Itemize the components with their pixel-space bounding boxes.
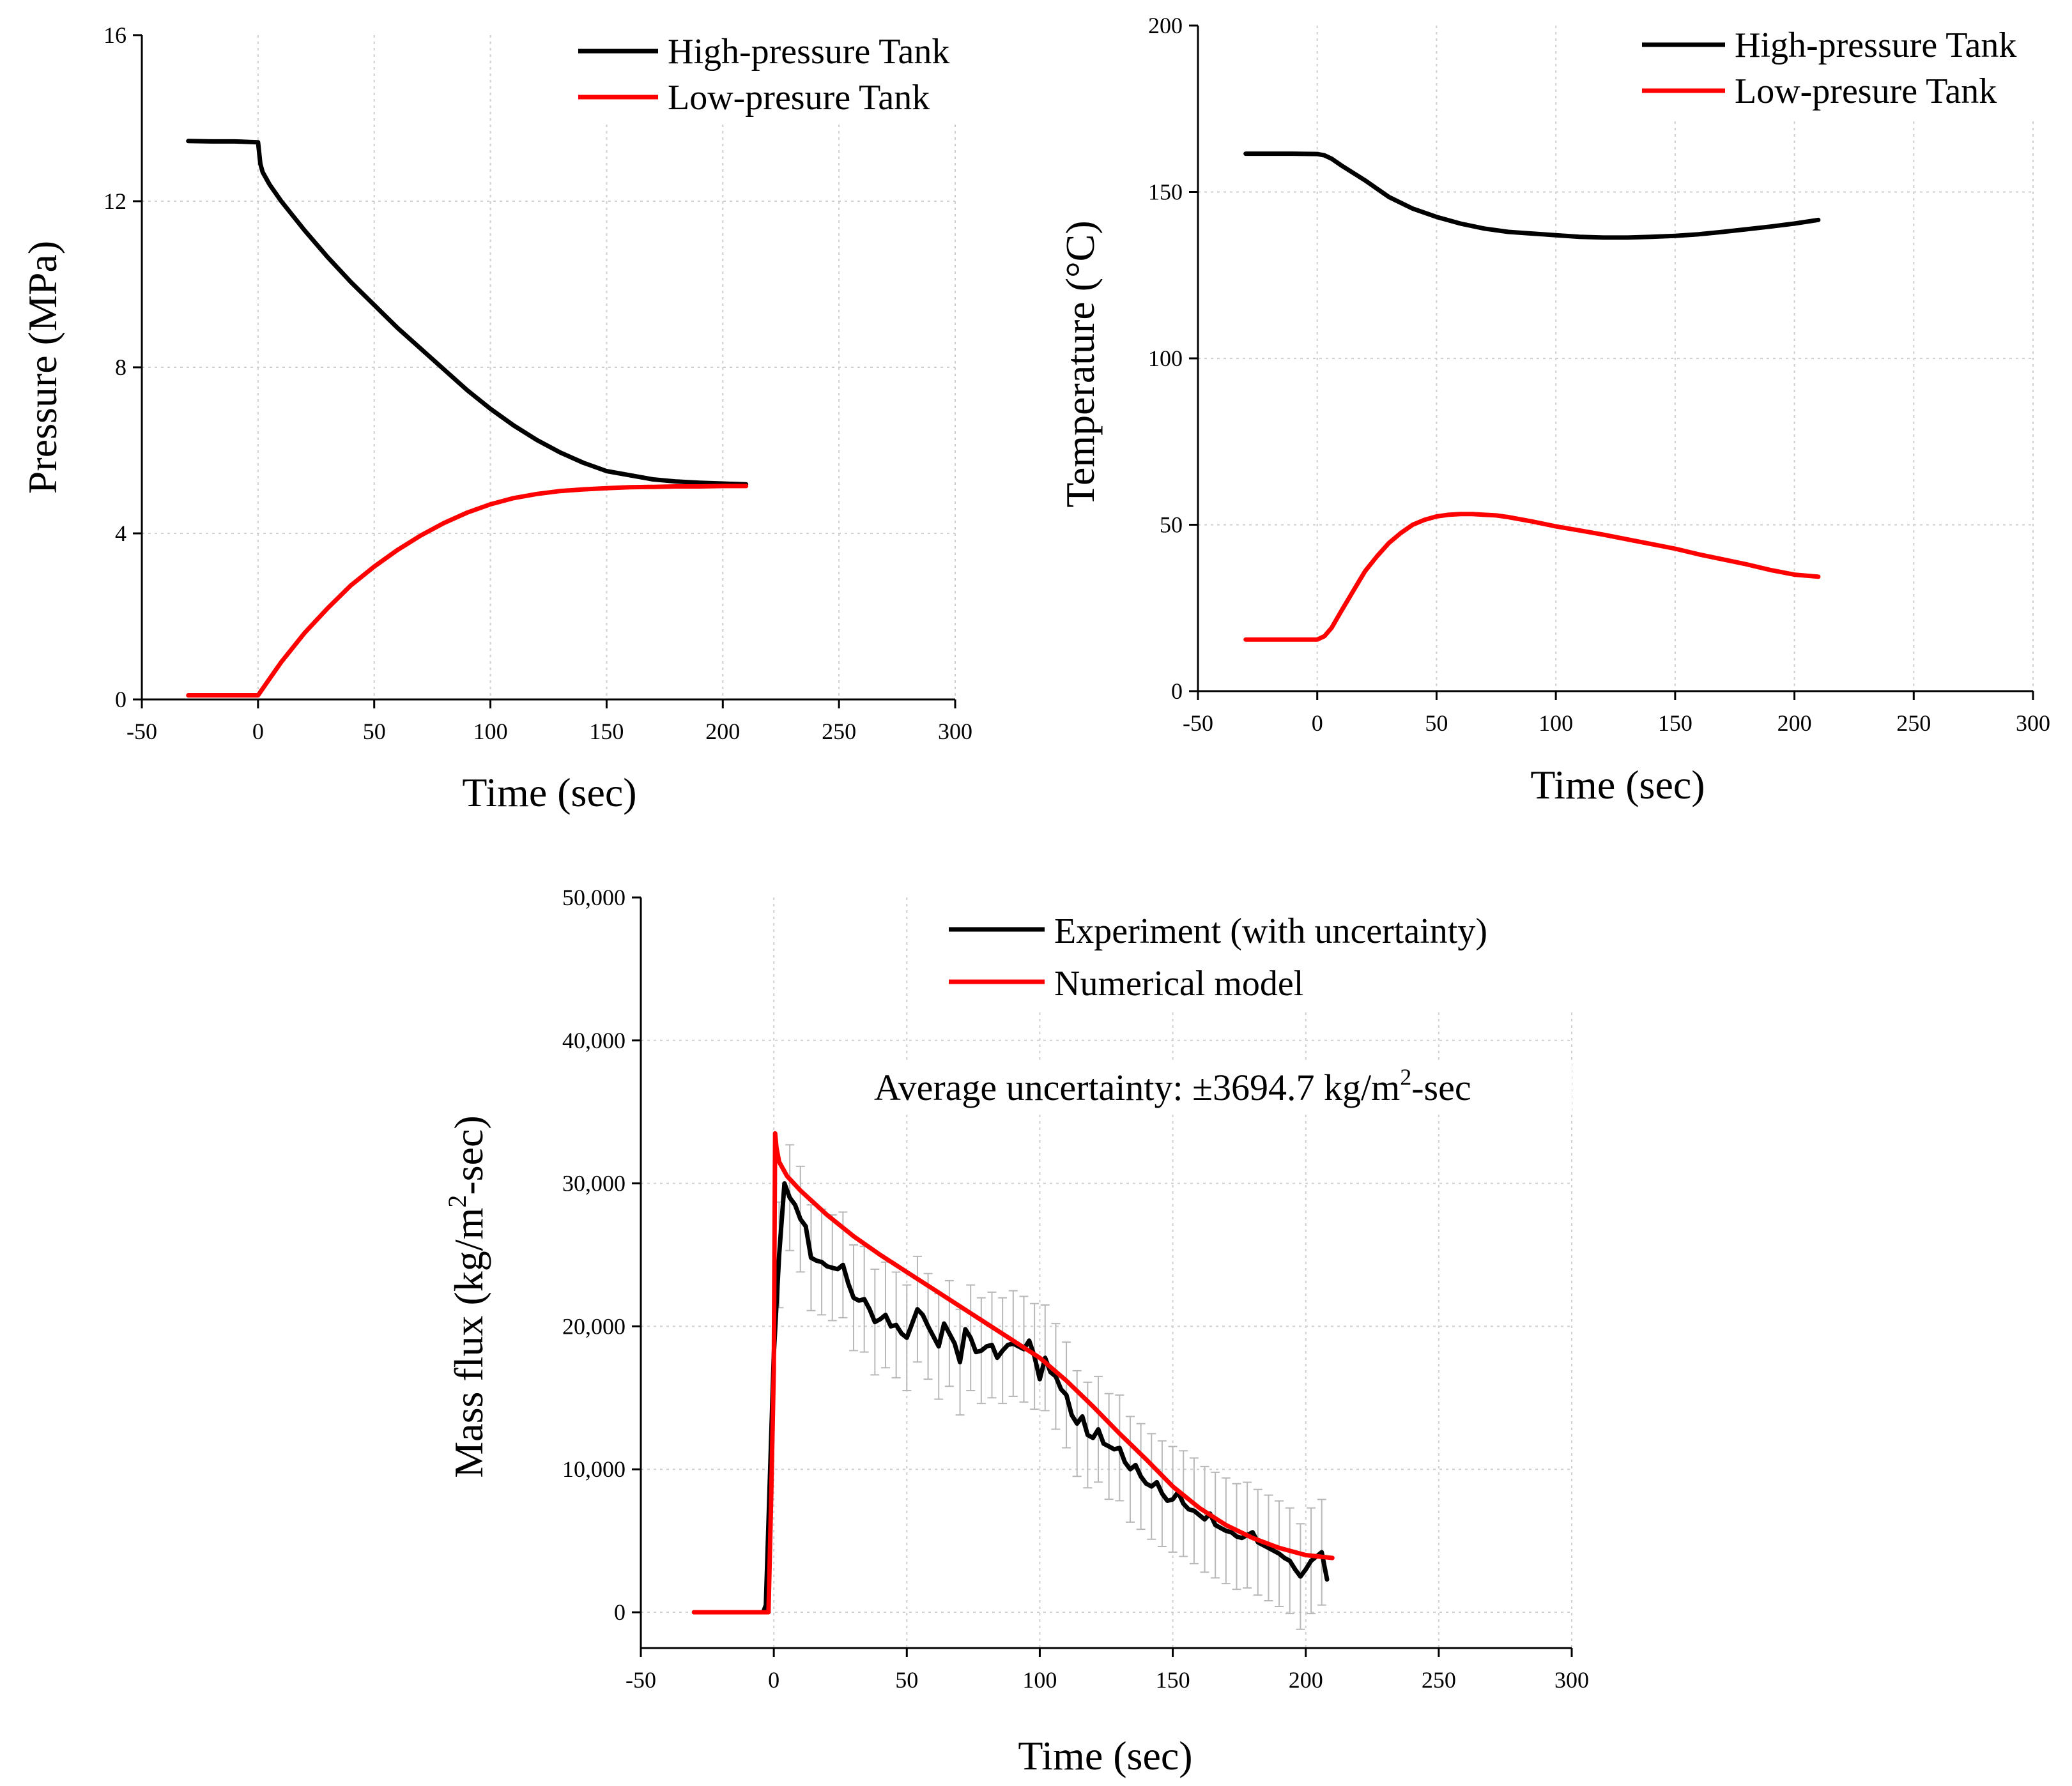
temperature-x-tick-label: 100 — [1539, 710, 1573, 736]
pressure-series-b-line — [186, 484, 749, 698]
temperature-x-tick-label: 300 — [2016, 710, 2050, 736]
temperature-series-a-line — [1243, 151, 1821, 240]
massflux-y-tick-label: 10,000 — [562, 1456, 625, 1482]
pressure-x-tick-label: 150 — [589, 719, 624, 744]
massflux-y-tick-label: 30,000 — [562, 1171, 625, 1196]
massflux-y-tick-label: 50,000 — [562, 885, 625, 910]
massflux-legend: Experiment (with uncertainty) Numerical … — [939, 897, 1578, 1009]
temperature-y-tick-label: 150 — [1148, 179, 1183, 205]
temperature-y-axis-title: Temperature (°C) — [1057, 220, 1103, 507]
temperature-x-tick-label: 50 — [1425, 710, 1448, 736]
pressure-y-tick-label: 16 — [104, 22, 127, 48]
temperature-x-axis-title: Time (sec) — [1530, 762, 1705, 807]
pressure-y-tick-label: 8 — [115, 355, 127, 380]
massflux-chart: -50 0 50 100 150 200 250 300 0 10,000 20,000 30,000… — [443, 885, 1589, 1778]
temperature-y-tick-label: 50 — [1160, 512, 1183, 538]
pressure-legend-background — [562, 29, 971, 125]
massflux-y-axis-title-sup: 2 — [443, 1195, 472, 1208]
massflux-x-tick-label: 250 — [1422, 1667, 1456, 1693]
massflux-axes — [640, 897, 1572, 1649]
massflux-y-axis-title: Mass flux (kg/m2-sec) — [443, 1115, 491, 1477]
massflux-x-tick-label: 300 — [1554, 1667, 1589, 1693]
temperature-grid — [1198, 26, 2034, 691]
temperature-y-tick-label: 100 — [1148, 346, 1183, 371]
massflux-error-bars — [774, 1144, 1326, 1630]
temperature-legend-background — [1626, 22, 2048, 118]
pressure-legend-label-low: Low-presure Tank — [668, 78, 930, 118]
temperature-series-b-line — [1243, 512, 1821, 642]
pressure-x-tick-label: 200 — [705, 719, 740, 744]
massflux-x-tick-label: 150 — [1156, 1667, 1190, 1693]
pressure-grid — [142, 35, 956, 699]
massflux-annotation-background — [866, 1060, 1572, 1111]
temperature-y-tick-label: 0 — [1171, 678, 1183, 704]
massflux-series-b-line — [691, 1131, 1335, 1615]
temperature-legend-label-high: High-pressure Tank — [1735, 26, 2016, 65]
pressure-x-tick-label: 50 — [363, 719, 386, 744]
pressure-legend: High-pressure Tank Low-presure Tank — [562, 29, 971, 125]
temperature-x-tick-label: 150 — [1658, 710, 1692, 736]
massflux-legend-label-model: Numerical model — [1054, 964, 1303, 1004]
massflux-x-axis-title: Time (sec) — [1018, 1733, 1192, 1778]
temperature-series — [1243, 151, 1821, 642]
massflux-y-tick-label: 40,000 — [562, 1028, 625, 1053]
pressure-y-axis-title: Pressure (MPa) — [20, 241, 65, 494]
pressure-y-tick-label: 4 — [115, 521, 127, 546]
massflux-y-axis-title-suffix: -sec) — [446, 1115, 491, 1194]
massflux-legend-background — [939, 897, 1578, 1009]
massflux-x-tick-label: -50 — [625, 1667, 656, 1693]
massflux-annotation-sup: 2 — [1400, 1064, 1411, 1090]
temperature-x-tick-label: -50 — [1183, 710, 1213, 736]
temperature-x-tick-label: 250 — [1896, 710, 1931, 736]
massflux-x-tick-label: 200 — [1289, 1667, 1323, 1693]
pressure-x-tick-label: 300 — [938, 719, 972, 744]
massflux-legend-label-experiment: Experiment (with uncertainty) — [1054, 912, 1487, 951]
massflux-annotation: Average uncertainty: ±3694.7 kg/m2-sec — [874, 1064, 1471, 1108]
massflux-x-tick-label: 50 — [895, 1667, 918, 1693]
massflux-y-axis-title-main: Mass flux (kg/m — [446, 1208, 491, 1478]
temperature-legend: High-pressure Tank Low-presure Tank — [1626, 22, 2048, 118]
pressure-x-tick-label: 0 — [252, 719, 264, 744]
massflux-x-tick-label: 0 — [768, 1667, 779, 1693]
temperature-x-tick-label: 0 — [1312, 710, 1323, 736]
pressure-x-axis-title: Time (sec) — [462, 770, 636, 815]
temperature-legend-label-low: Low-presure Tank — [1735, 72, 1997, 111]
massflux-series — [691, 1131, 1335, 1615]
pressure-series — [186, 139, 749, 698]
massflux-ticks: -50 0 50 100 150 200 250 300 0 10,000 20,000 30,000… — [562, 885, 1589, 1693]
massflux-y-tick-label: 0 — [614, 1599, 625, 1625]
pressure-x-tick-label: -50 — [127, 719, 157, 744]
pressure-y-tick-label: 12 — [104, 188, 127, 214]
temperature-x-tick-label: 200 — [1777, 710, 1812, 736]
massflux-grid — [641, 897, 1572, 1648]
massflux-annotation-suffix: -sec — [1411, 1067, 1471, 1108]
massflux-x-tick-label: 100 — [1022, 1667, 1057, 1693]
pressure-series-a-line — [186, 139, 749, 487]
pressure-y-tick-label: 0 — [115, 687, 127, 712]
pressure-legend-label-high: High-pressure Tank — [668, 32, 949, 72]
pressure-x-tick-label: 250 — [822, 719, 856, 744]
temperature-y-tick-label: 200 — [1148, 13, 1183, 38]
pressure-x-tick-label: 100 — [473, 719, 508, 744]
massflux-y-tick-label: 20,000 — [562, 1313, 625, 1339]
massflux-annotation-main: Average uncertainty: ±3694.7 kg/m — [874, 1067, 1400, 1108]
massflux-series-a-line — [691, 1181, 1330, 1615]
